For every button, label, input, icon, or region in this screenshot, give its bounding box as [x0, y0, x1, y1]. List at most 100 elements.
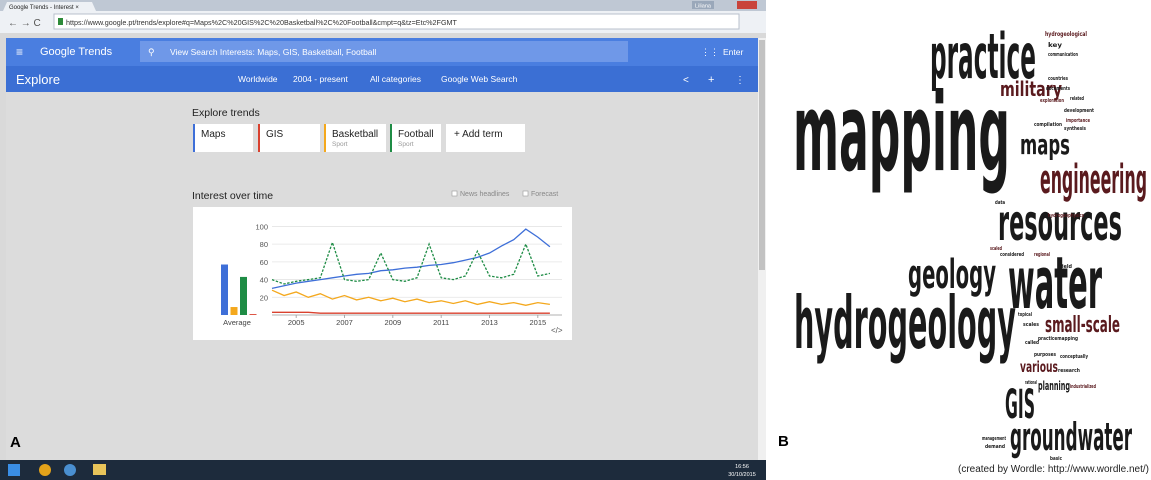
- filter[interactable]: Worldwide: [238, 74, 278, 84]
- cloud-word: countries: [1048, 76, 1068, 82]
- chrome-icon[interactable]: [39, 464, 51, 476]
- cloud-word: called: [1025, 340, 1039, 346]
- cloud-word: rational: [1025, 380, 1037, 386]
- cloud-word: importance: [1066, 118, 1090, 124]
- cloud-word: key: [1048, 42, 1062, 49]
- option-label: Forecast: [531, 191, 558, 198]
- x-tick-label: 2007: [336, 318, 353, 327]
- x-tick-label: 2011: [433, 318, 449, 327]
- cloud-word: various: [1020, 358, 1058, 376]
- search-icon: ⚲: [148, 47, 155, 57]
- filter[interactable]: All categories: [370, 74, 421, 84]
- checkbox[interactable]: [452, 191, 457, 196]
- taskbar: [0, 460, 766, 480]
- average-bar: [250, 314, 257, 315]
- user-name: Liliana: [695, 4, 712, 10]
- cloud-word: basic: [1050, 456, 1062, 462]
- cloud-word: hydrogeophysics: [1048, 213, 1084, 219]
- y-tick-label: 60: [260, 258, 268, 267]
- scroll-thumb[interactable]: [759, 40, 765, 270]
- url: https://www.google.pt/trends/explore#q=M…: [66, 18, 458, 27]
- panel-label: A: [10, 434, 21, 451]
- x-tick-label: 2013: [481, 318, 498, 327]
- term-sub: Sport: [332, 141, 348, 148]
- cloud-word: mapping: [793, 71, 1010, 196]
- clock-date: 30/10/2015: [728, 472, 756, 478]
- cloud-word: planning: [1038, 379, 1070, 393]
- x-tick-label: 2015: [529, 318, 546, 327]
- add-term: + Add term: [454, 129, 503, 140]
- toolbar-gap: [0, 33, 766, 38]
- close-button[interactable]: [737, 1, 757, 9]
- cloud-word: compilation: [1034, 122, 1062, 128]
- cloud-word: management: [982, 436, 1006, 442]
- cloud-word: considered: [1000, 252, 1024, 258]
- term-name: Maps: [201, 129, 225, 140]
- embed-icon[interactable]: </>: [551, 326, 563, 335]
- cloud-word: communication: [1048, 52, 1078, 58]
- x-tick-label: 2005: [288, 318, 305, 327]
- cloud-word: demand: [985, 444, 1005, 450]
- term-name: Basketball: [332, 129, 378, 140]
- cloud-word: industrialized: [1070, 384, 1096, 390]
- filter[interactable]: 2004 - present: [293, 74, 348, 84]
- y-tick-label: 100: [255, 222, 268, 231]
- cloud-word: purposes: [1034, 352, 1056, 358]
- cloud-word: small-scale: [1045, 313, 1120, 338]
- cloud-word: exploration: [1040, 98, 1064, 104]
- cloud-word: conceptually: [1060, 354, 1089, 360]
- x-tick-label: 2009: [384, 318, 401, 327]
- nav-buttons[interactable]: ← → C: [8, 18, 41, 29]
- page: Google Trends - Interest × Liliana ← → C…: [0, 0, 1151, 480]
- y-tick-label: 40: [260, 276, 268, 285]
- y-tick-label: 20: [260, 293, 268, 302]
- page-title: Explore: [16, 72, 60, 87]
- average-bar: [240, 277, 247, 315]
- term-color: [390, 124, 392, 152]
- cloud-word: topical: [1018, 312, 1032, 318]
- cloud-word: field: [1060, 264, 1072, 270]
- cloud-word: research: [1058, 368, 1080, 374]
- cloud-word: hydrogeological: [1045, 31, 1087, 38]
- clock-time: 16:56: [735, 464, 749, 470]
- lock-icon: [58, 18, 63, 25]
- filter[interactable]: Google Web Search: [441, 74, 518, 84]
- enter-button[interactable]: Enter: [723, 47, 743, 57]
- term-sub: Sport: [398, 141, 414, 148]
- average-label: Average: [223, 318, 251, 327]
- search-text: View Search Interests: Maps, GIS, Basket…: [170, 47, 376, 57]
- checkbox[interactable]: [523, 191, 528, 196]
- apps-icon[interactable]: ⋮⋮: [701, 47, 719, 57]
- start-button[interactable]: [8, 464, 20, 476]
- cloud-word: groundwater: [1010, 415, 1132, 459]
- more-icon[interactable]: ⋮: [735, 75, 745, 86]
- app-icon[interactable]: [64, 464, 76, 476]
- cloud-word: development: [1064, 108, 1094, 114]
- explore-heading: Explore trends: [192, 107, 260, 119]
- y-tick-label: 80: [260, 240, 268, 249]
- logo: Google Trends: [40, 46, 113, 58]
- average-bar: [221, 265, 228, 315]
- options: News headlines Forecast: [452, 191, 558, 198]
- cloud-word: data: [995, 200, 1005, 206]
- cloud-word: related: [1070, 96, 1084, 102]
- figure: Google Trends - Interest × Liliana ← → C…: [0, 0, 1151, 480]
- term-color: [258, 124, 260, 152]
- tab-strip: [0, 0, 766, 11]
- caption: (created by Wordle: http://www.wordle.ne…: [958, 464, 1149, 475]
- cloud-word: documents: [1046, 86, 1070, 92]
- cloud-word: synthesis: [1064, 126, 1086, 132]
- term-color: [324, 124, 326, 152]
- tab-title: Google Trends - Interest ×: [9, 5, 79, 11]
- add-icon[interactable]: +: [708, 74, 714, 86]
- cloud-word: hydrogeology: [794, 281, 1016, 365]
- term-name: GIS: [266, 129, 284, 140]
- share-icon[interactable]: <: [683, 75, 689, 86]
- folder-icon[interactable]: [93, 464, 106, 475]
- panel-label: B: [778, 433, 789, 450]
- option-label: News headlines: [460, 191, 510, 198]
- menu-icon[interactable]: ≡: [16, 45, 23, 59]
- term-name: Football: [398, 129, 434, 140]
